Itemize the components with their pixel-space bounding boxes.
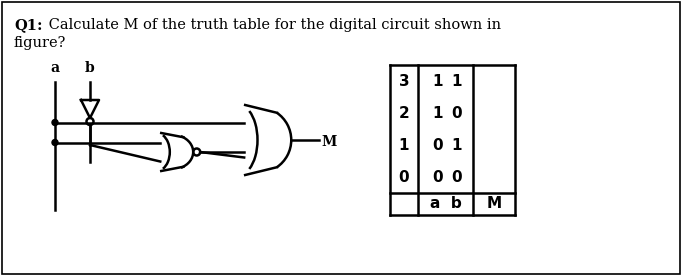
Text: 0: 0 xyxy=(451,105,462,121)
Circle shape xyxy=(52,120,58,126)
Text: 0: 0 xyxy=(432,137,443,153)
Text: 1: 1 xyxy=(432,105,443,121)
Text: 2: 2 xyxy=(398,105,409,121)
Text: M: M xyxy=(486,197,501,211)
Text: Q1:: Q1: xyxy=(14,18,42,32)
Text: figure?: figure? xyxy=(14,36,66,50)
Text: M: M xyxy=(321,135,337,149)
Text: 3: 3 xyxy=(399,73,409,89)
Text: 1: 1 xyxy=(451,137,462,153)
Circle shape xyxy=(52,139,58,145)
Text: 1: 1 xyxy=(451,73,462,89)
Text: 0: 0 xyxy=(451,169,462,184)
Text: 0: 0 xyxy=(432,169,443,184)
Text: a: a xyxy=(50,61,59,75)
Text: 0: 0 xyxy=(399,169,409,184)
Text: b: b xyxy=(85,61,95,75)
Text: 1: 1 xyxy=(432,73,443,89)
Text: 1: 1 xyxy=(399,137,409,153)
Text: Calculate M of the truth table for the digital circuit shown in: Calculate M of the truth table for the d… xyxy=(44,18,501,32)
Text: a  b: a b xyxy=(430,197,462,211)
